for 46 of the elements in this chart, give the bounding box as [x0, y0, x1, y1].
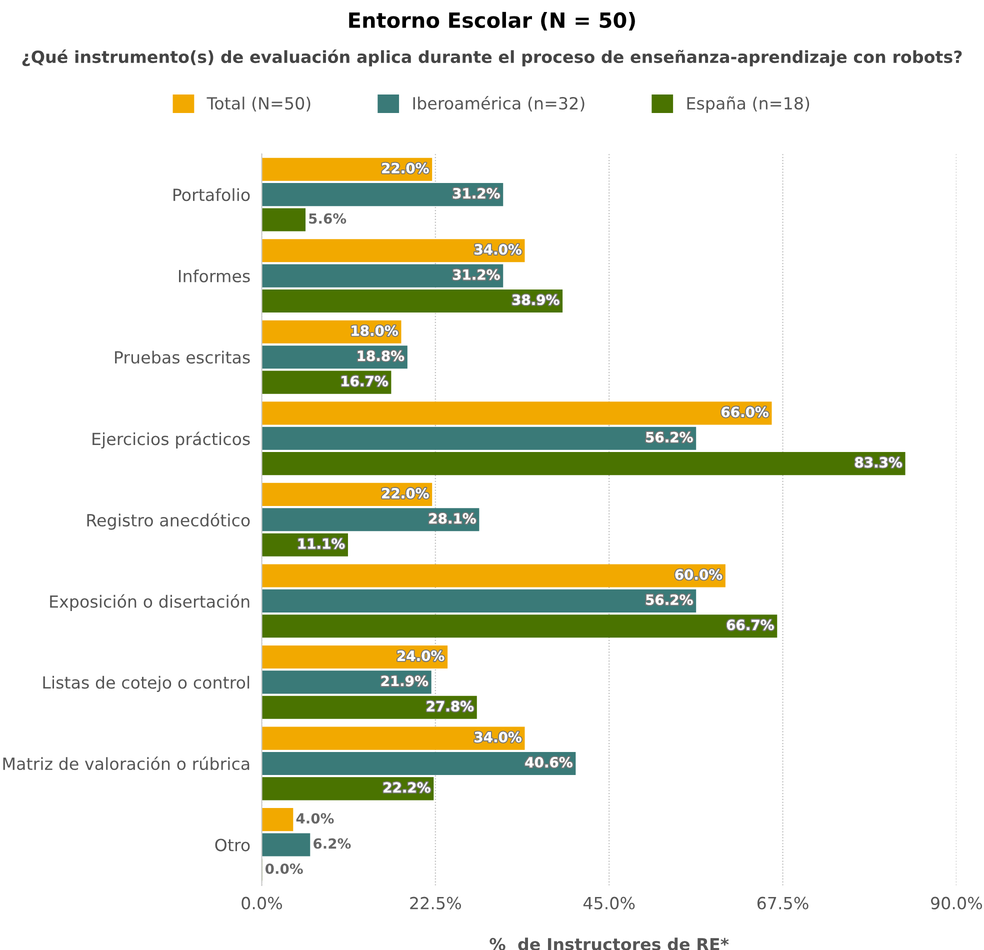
data-label: 83.3% — [855, 457, 902, 468]
x-tick-label: 45.0% — [583, 896, 635, 910]
data-label: 66.7% — [726, 620, 774, 630]
x-tick-label: 0.0% — [242, 896, 282, 910]
data-label: 34.0% — [474, 244, 522, 255]
data-label: 66.0% — [722, 406, 768, 418]
data-label: 6.2% — [314, 838, 351, 849]
data-label: 24.0% — [398, 650, 444, 662]
data-label: 40.6% — [525, 757, 572, 768]
legend-label: España (n=18) — [687, 96, 810, 113]
data-label: 56.2% — [646, 432, 693, 442]
data-label: 22.2% — [384, 782, 430, 793]
y-tick-label: Ejercicios prácticos — [92, 432, 250, 449]
data-label: 11.1% — [298, 538, 345, 549]
data-label: 27.8% — [426, 700, 474, 712]
y-tick-label: Registro anecdótico — [87, 512, 250, 530]
legend-label: Total (N=50) — [206, 96, 310, 112]
y-tick-label: Matriz de valoración o rúbrica — [3, 756, 250, 770]
y-tick-label: Exposición o disertación — [50, 594, 250, 612]
y-tick-label: Pruebas escritas — [115, 350, 250, 364]
data-label: 38.9% — [512, 294, 560, 306]
data-label: 56.2% — [646, 594, 693, 605]
y-tick-label: Otro — [215, 838, 250, 852]
x-tick-label: 90.0% — [931, 896, 982, 910]
data-label: 22.0% — [382, 488, 429, 498]
data-label: 34.0% — [474, 732, 522, 742]
chart-subtitle: ¿Qué instrumento(s) de evaluación aplica durante el proceso de enseñanza-aprendizaje con robots? — [22, 50, 962, 66]
data-label: 22.0% — [382, 162, 429, 174]
data-label: 18.0% — [352, 325, 398, 336]
x-tick-label: 22.5% — [410, 896, 461, 910]
y-tick-label: Informes — [178, 269, 250, 282]
chart-title: Entorno Escolar (N = 50) — [349, 12, 635, 30]
data-label: 60.0% — [675, 569, 722, 580]
data-label: 28.1% — [429, 513, 476, 524]
data-label: 31.2% — [453, 269, 500, 280]
data-label: 4.0% — [296, 813, 334, 824]
y-tick-label: Portafolio — [174, 188, 250, 202]
data-label: 21.9% — [381, 676, 428, 686]
data-label: 31.2% — [453, 188, 500, 199]
data-label: 5.6% — [309, 213, 346, 224]
x-tick-label: 67.5% — [757, 896, 808, 910]
data-label: 18.8% — [358, 350, 404, 362]
data-label: 0.0% — [265, 863, 303, 874]
data-label: 16.7% — [342, 376, 388, 386]
y-tick-label: Listas de cotejo o control — [43, 676, 250, 692]
legend-label: Iberoamérica (n=32) — [413, 96, 584, 112]
